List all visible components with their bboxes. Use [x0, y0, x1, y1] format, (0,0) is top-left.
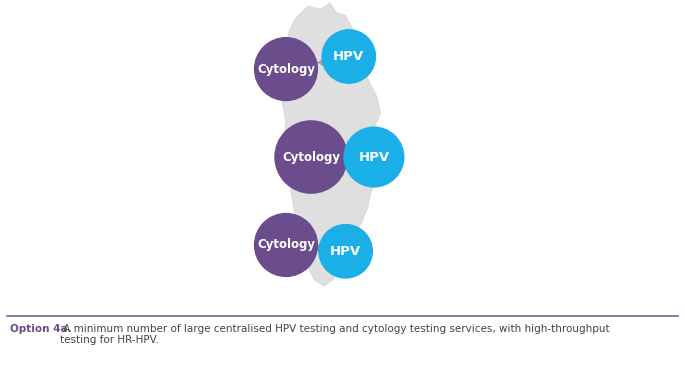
Circle shape [255, 38, 317, 100]
Text: A minimum number of large centralised HPV testing and cytology testing services,: A minimum number of large centralised HP… [60, 324, 610, 345]
Circle shape [255, 214, 317, 277]
Text: Option 4a.: Option 4a. [10, 324, 72, 334]
Text: Cytology: Cytology [282, 151, 340, 164]
Text: Cytology: Cytology [257, 62, 315, 75]
Text: HPV: HPV [333, 50, 364, 63]
Circle shape [319, 224, 373, 278]
Text: HPV: HPV [330, 245, 361, 258]
Circle shape [344, 127, 403, 187]
Polygon shape [279, 3, 384, 286]
Text: Cytology: Cytology [257, 239, 315, 252]
Circle shape [322, 30, 375, 83]
Circle shape [275, 121, 347, 193]
Text: HPV: HPV [358, 151, 390, 164]
